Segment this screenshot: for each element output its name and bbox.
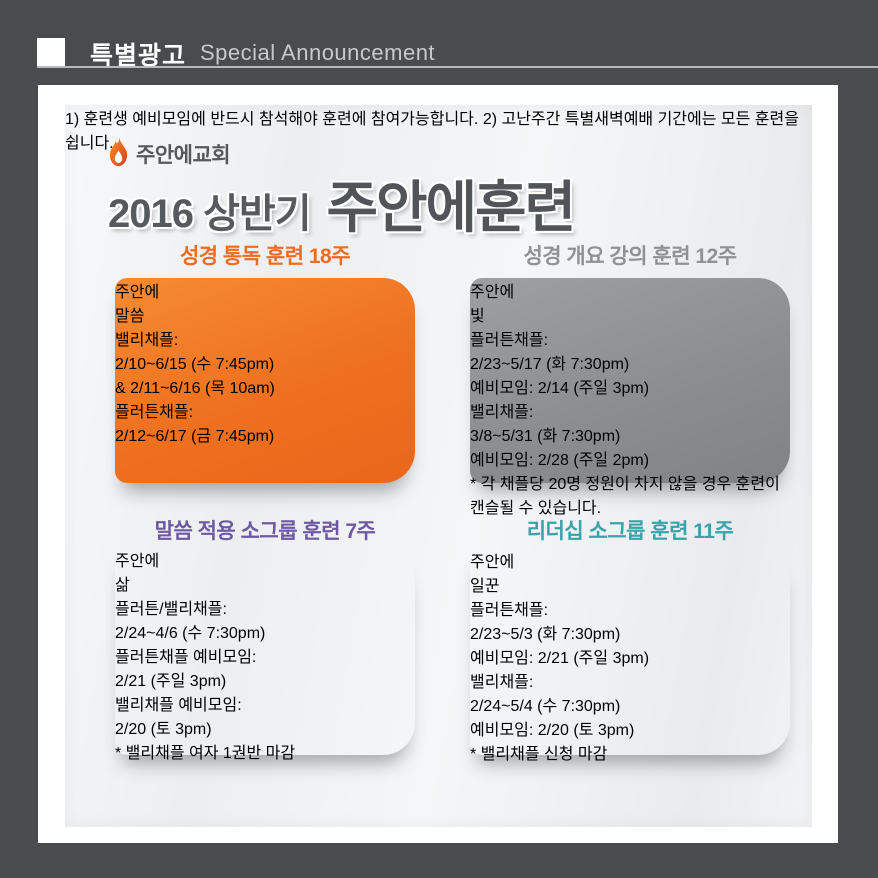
section-header-light: 성경 개요 강의 훈련 12주 <box>523 245 737 268</box>
panel-note: * 밸리채플 신청 마감 <box>470 746 608 763</box>
schedule-line: 2/12~6/17 (금 7:45pm) <box>115 428 275 445</box>
tab-label-main: 삶 <box>115 577 130 594</box>
tab-label-top: 주안에 <box>470 554 515 571</box>
poster-sheet: 주안에교회 2016 상반기 주안에훈련 성경 통독 훈련 18주 성경 개요 … <box>65 105 812 827</box>
tab-label-main: 일꾼 <box>470 578 500 595</box>
header-underline <box>37 66 878 68</box>
schedule-lines: 밸리채플: 2/10~6/15 (수 7:45pm) & 2/11~6/16 (목 … <box>115 326 415 446</box>
book-cover: 주안에 삶 <box>115 547 415 595</box>
tab-label-main: 빛 <box>470 308 485 325</box>
panel-worker: 주안에 일꾼 플러튼채플: 2/23~5/3 (화 7:30pm) 예비모임: 2/… <box>470 548 790 763</box>
section-header-life: 말씀 적용 소그룹 훈련 7주 <box>154 520 376 543</box>
schedule-lines: 플러튼채플: 2/23~5/3 (화 7:30pm) 예비모임: 2/21 (주일 … <box>470 596 790 740</box>
schedule-line: 예비모임: 2/28 (주일 2pm) <box>470 452 650 469</box>
schedule-line: 밸리채플: <box>470 674 534 691</box>
footnote-2: 2) 고난주간 특별새벽예배 기간에는 모든 훈련을 쉽니다. <box>65 111 799 152</box>
tab-label-main: 말씀 <box>115 308 145 325</box>
book-tab-life: 주안에 삶 <box>115 547 415 595</box>
schedule-line: 2/10~6/15 (수 7:45pm) <box>115 356 275 373</box>
panel-light: 주안에 빛 플러튼채플: 2/23~5/17 (화 7:30pm) 예비모임: 2/… <box>470 278 790 517</box>
book-tab-worker: 주안에 일꾼 <box>470 548 790 596</box>
church-logo: 주안에교회 <box>107 138 231 170</box>
schedule-line: 플러튼/밸리채플: <box>115 601 227 618</box>
tab-label-top: 주안에 <box>470 284 515 301</box>
schedule-line: 밸리채플: <box>115 332 179 349</box>
schedule-line: 2/20 (토 3pm) <box>115 721 212 738</box>
schedule-text-word: 밸리채플: 2/10~6/15 (수 7:45pm) & 2/11~6/16 (목 … <box>115 326 415 446</box>
title-main: 주안에훈련 <box>326 176 577 239</box>
header-square-marker <box>37 38 65 68</box>
schedule-line: 예비모임: 2/21 (주일 3pm) <box>470 650 650 667</box>
schedule-line: 3/8~5/31 (화 7:30pm) <box>470 428 621 445</box>
panel-note: * 각 채플당 20명 정원이 차지 않을 경우 훈련이 캔슬될 수 있습니다. <box>470 476 780 517</box>
header-title-english: Special Announcement <box>200 40 436 65</box>
schedule-line: 플러튼채플: <box>470 602 549 619</box>
panel-word: 주안에 말씀 밸리채플: 2/10~6/15 (수 7:45pm) & 2/11~6… <box>115 278 415 483</box>
church-name: 주안에교회 <box>136 144 231 167</box>
section-header-word: 성경 통독 훈련 18주 <box>179 245 351 268</box>
header-title-korean: 특별광고 <box>90 42 187 70</box>
schedule-line: 플러튼채플: <box>470 332 549 349</box>
schedule-line: 2/23~5/17 (화 7:30pm) <box>470 356 630 373</box>
schedule-line: 플러튼채플: <box>115 404 194 421</box>
schedule-line: 2/24~4/6 (수 7:30pm) <box>115 625 266 642</box>
section-header-worker: 리더십 소그룹 훈련 11주 <box>526 520 734 543</box>
schedule-lines: 플러튼채플: 2/23~5/17 (화 7:30pm) 예비모임: 2/14 (주일… <box>470 326 790 470</box>
schedule-line: 밸리채플 예비모임: <box>115 697 242 714</box>
schedule-line: 예비모임: 2/20 (토 3pm) <box>470 722 635 739</box>
schedule-lines: 플러튼/밸리채플: 2/24~4/6 (수 7:30pm) 플러튼채플 예비모임: 2… <box>115 595 415 739</box>
tab-label-top: 주안에 <box>115 284 160 301</box>
schedule-line: 플러튼채플 예비모임: <box>115 649 257 666</box>
schedule-line: 예비모임: 2/14 (주일 3pm) <box>470 380 650 397</box>
book-tab-word: 주안에 말씀 <box>115 278 415 326</box>
book-tab-light: 주안에 빛 <box>470 278 790 326</box>
schedule-text-life: 플러튼/밸리채플: 2/24~4/6 (수 7:30pm) 플러튼채플 예비모임: 2… <box>115 595 415 763</box>
panel-life: 주안에 삶 플러튼/밸리채플: 2/24~4/6 (수 7:30pm) 플러튼채플 … <box>115 547 415 762</box>
schedule-line: 2/23~5/3 (화 7:30pm) <box>470 626 621 643</box>
book-cover: 주안에 말씀 <box>115 278 415 326</box>
title-prefix: 2016 상반기 <box>108 192 311 236</box>
poster-title: 2016 상반기 주안에훈련 <box>108 163 577 244</box>
schedule-line: 2/21 (주일 3pm) <box>115 673 227 690</box>
schedule-line: 2/24~5/4 (수 7:30pm) <box>470 698 621 715</box>
panel-note: * 밸리채플 여자 1권반 마감 <box>115 745 296 762</box>
tab-label-top: 주안에 <box>115 553 160 570</box>
book-cover: 주안에 일꾼 <box>470 548 790 596</box>
book-cover: 주안에 빛 <box>470 278 790 326</box>
footnote-1: 1) 훈련생 예비모임에 반드시 참석해야 훈련에 참여가능합니다. <box>65 111 479 128</box>
announcement-card: 주안에교회 2016 상반기 주안에훈련 성경 통독 훈련 18주 성경 개요 … <box>38 85 838 843</box>
schedule-text-worker: 플러튼채플: 2/23~5/3 (화 7:30pm) 예비모임: 2/21 (주일 … <box>470 596 790 764</box>
flame-icon <box>109 138 128 167</box>
footnotes: 1) 훈련생 예비모임에 반드시 참석해야 훈련에 참여가능합니다. 2) 고난… <box>65 105 812 153</box>
schedule-line: 밸리채플: <box>470 404 534 421</box>
schedule-text-light: 플러튼채플: 2/23~5/17 (화 7:30pm) 예비모임: 2/14 (주일… <box>470 326 790 518</box>
schedule-line: & 2/11~6/16 (목 10am) <box>115 380 275 397</box>
